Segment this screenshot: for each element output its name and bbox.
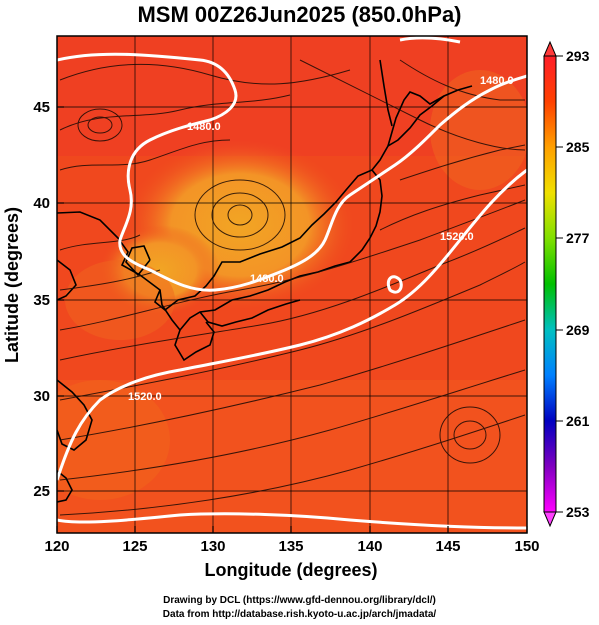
- x-tick-label-125: 125: [122, 538, 147, 555]
- field-patch-b: [57, 380, 170, 500]
- x-tick-labels: 120 125 130 135 140 145 150: [44, 538, 539, 555]
- x-tick-label-130: 130: [200, 538, 225, 555]
- colorbar-label-261: 261: [566, 413, 590, 429]
- contour-labels: 1480.0 1480.0 1480.0 1520.0 1520.0: [128, 75, 514, 403]
- x-tick-label-140: 140: [357, 538, 382, 555]
- contour-label-1520-a: 1520.0: [440, 231, 474, 243]
- grid-lines: [57, 36, 527, 533]
- colorbar: 293 285 277 269 261 253: [543, 40, 590, 528]
- x-axis-title: Longitude (degrees): [204, 560, 377, 580]
- y-tick-label-25: 25: [33, 483, 50, 500]
- y-tick-label-45: 45: [33, 99, 50, 116]
- colorbar-top-arrow: [543, 40, 557, 57]
- streamlines: [59, 59, 526, 516]
- y-tick-label-35: 35: [33, 292, 50, 309]
- x-tick-label-120: 120: [44, 538, 69, 555]
- page-title: MSM 00Z26Jun2025 (850.0hPa): [137, 2, 462, 27]
- colorbar-label-285: 285: [566, 139, 590, 155]
- contour-label-1520-b: 1520.0: [128, 391, 162, 403]
- y-tick-label-40: 40: [33, 195, 50, 212]
- credit-line-data: Data from http://database.rish.kyoto-u.a…: [162, 609, 437, 620]
- x-ticks: [56, 526, 528, 533]
- x-tick-label-145: 145: [435, 538, 460, 555]
- height-contours: [57, 36, 527, 530]
- colorbar-label-277: 277: [566, 230, 590, 246]
- y-axis-title: Latitude (degrees): [2, 207, 22, 363]
- y-tick-label-30: 30: [33, 388, 50, 405]
- contour-label-1480-b: 1480.0: [480, 75, 514, 87]
- credit-line-dcl: Drawing by DCL (https://www.gfd-dennou.o…: [163, 595, 436, 606]
- contour-label-1480-c: 1480.0: [250, 273, 284, 285]
- colorbar-bottom-arrow: [543, 511, 557, 528]
- x-tick-label-150: 150: [514, 538, 539, 555]
- x-tick-label-135: 135: [278, 538, 303, 555]
- credit-block: Drawing by DCL (https://www.gfd-dennou.o…: [0, 594, 599, 622]
- colorbar-label-269: 269: [566, 322, 590, 338]
- y-tick-labels: 25 30 35 40 45: [33, 99, 50, 500]
- plot-frame: [56, 35, 528, 534]
- colorbar-bar: [543, 55, 557, 513]
- colorbar-label-293: 293: [566, 48, 590, 64]
- temperature-field: 1480.0 1480.0 1480.0 1520.0 1520.0: [57, 36, 527, 533]
- contour-label-1480-a: 1480.0: [187, 121, 221, 133]
- colorbar-label-253: 253: [566, 504, 590, 520]
- field-patch-c: [430, 70, 527, 190]
- y-ticks: [57, 106, 64, 492]
